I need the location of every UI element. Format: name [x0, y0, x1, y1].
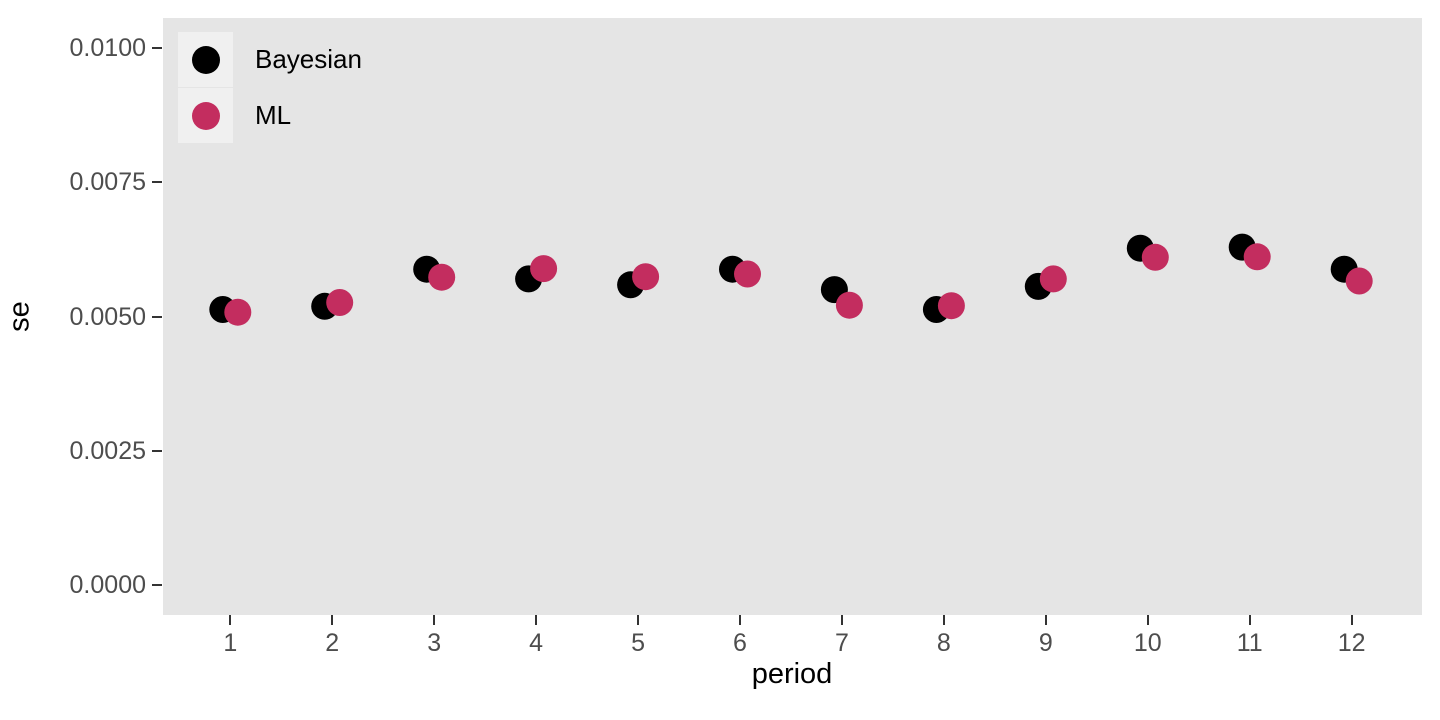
y-tick-label: 0.0100	[69, 33, 146, 62]
point-ml-3	[428, 263, 456, 291]
legend: Bayesian ML	[178, 32, 362, 143]
point-ml-8	[937, 292, 965, 320]
x-tick-mark	[840, 615, 843, 625]
y-tick-mark	[152, 315, 162, 318]
y-tick-mark	[152, 449, 162, 452]
points-layer	[209, 233, 1373, 326]
x-tick-label: 5	[631, 629, 645, 657]
x-tick-mark	[433, 615, 436, 625]
y-tick-label: 0.0025	[69, 436, 146, 465]
x-tick-mark	[229, 615, 232, 625]
legend-item-bayesian: Bayesian	[178, 32, 362, 87]
ml-dot-icon	[191, 101, 220, 130]
legend-label-bayesian: Bayesian	[255, 44, 362, 74]
point-ml-7	[835, 291, 863, 319]
x-tick-mark	[1146, 615, 1149, 625]
y-tick-mark	[152, 46, 162, 49]
legend-item-ml: ML	[178, 88, 362, 143]
plot-panel: Bayesian ML	[163, 18, 1422, 615]
y-tick-mark	[152, 584, 162, 587]
point-ml-10	[1141, 243, 1169, 271]
y-tick-label: 0.0000	[69, 571, 146, 600]
legend-label-ml: ML	[255, 100, 292, 130]
x-tick-label: 12	[1337, 629, 1366, 657]
point-ml-11	[1243, 243, 1271, 271]
x-tick-label: 9	[1038, 629, 1053, 657]
legend-key-box	[178, 88, 233, 143]
x-tick-label: 6	[733, 629, 747, 657]
x-tick-label: 3	[427, 629, 442, 657]
x-tick-mark	[942, 615, 945, 625]
x-tick-label: 1	[223, 629, 238, 657]
point-ml-12	[1345, 267, 1373, 295]
x-tick-label: 11	[1236, 629, 1263, 657]
x-tick-mark	[738, 615, 741, 625]
point-ml-2	[326, 289, 354, 316]
point-ml-6	[734, 260, 761, 288]
x-tick-mark	[1044, 615, 1047, 625]
x-tick-label: 2	[325, 629, 340, 657]
legend-key-box	[178, 32, 233, 87]
x-tick-label: 7	[834, 629, 849, 657]
point-ml-1	[224, 298, 252, 326]
x-tick-mark	[331, 615, 334, 625]
x-tick-label: 10	[1133, 629, 1162, 657]
point-ml-9	[1039, 265, 1067, 293]
point-ml-5	[632, 263, 660, 291]
x-axis-title: period	[751, 658, 833, 690]
bayesian-dot-icon	[191, 45, 220, 74]
x-tick-mark	[1248, 615, 1251, 625]
x-tick-mark	[637, 615, 640, 625]
point-ml-4	[530, 255, 558, 283]
y-tick-mark	[152, 181, 162, 184]
x-tick-label: 8	[936, 629, 951, 657]
x-tick-mark	[535, 615, 538, 625]
y-tick-label: 0.0075	[69, 168, 146, 197]
x-tick-mark	[1350, 615, 1353, 625]
x-tick-label: 4	[529, 629, 544, 657]
y-tick-label: 0.0050	[69, 302, 146, 331]
